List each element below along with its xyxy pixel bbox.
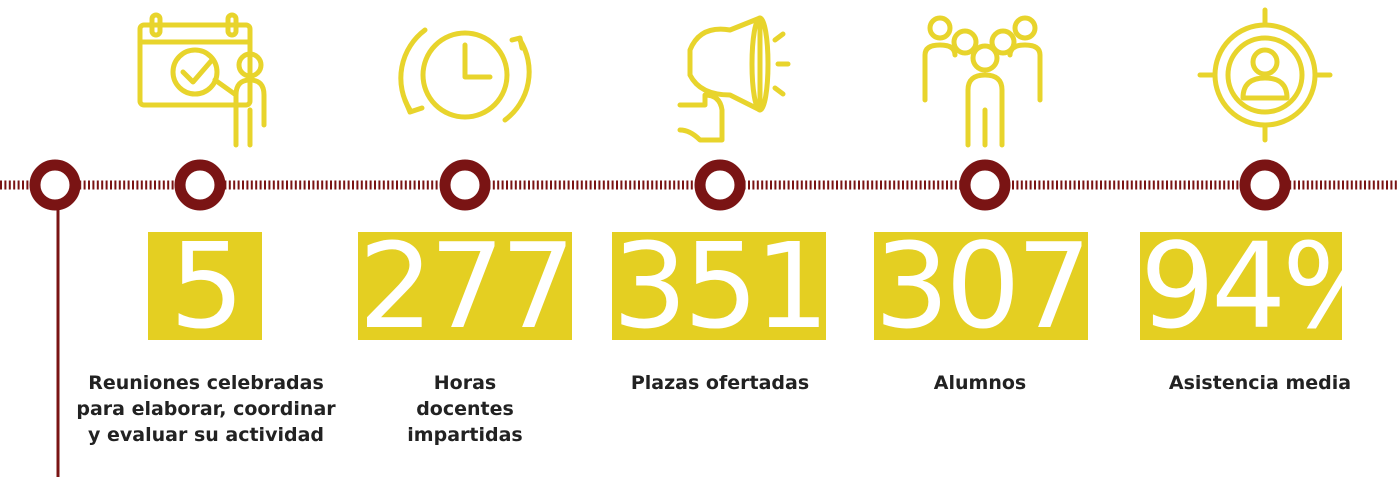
- node: [29, 159, 81, 211]
- stat-value: 94%: [1140, 232, 1342, 340]
- node: [174, 159, 226, 211]
- clock-icon: [398, 27, 532, 123]
- node: [1239, 159, 1291, 211]
- node: [694, 159, 746, 211]
- target-icon: [1197, 7, 1333, 143]
- stat-value: 5: [148, 232, 262, 340]
- stat-value: 277: [358, 232, 572, 340]
- stat-label: Plazas ofertadas: [630, 372, 810, 394]
- timeline-nodes: [29, 159, 1291, 211]
- stat-label: Asistencia media: [1168, 372, 1352, 394]
- people-icon: [922, 15, 1043, 148]
- stat-label: Alumnos: [933, 372, 1027, 394]
- node: [439, 159, 491, 211]
- megaphone-icon: [677, 15, 791, 143]
- node: [959, 159, 1011, 211]
- stat-label: Horas docentes impartidas: [407, 372, 523, 446]
- stat-value: 351: [612, 232, 826, 340]
- stat-value: 307: [874, 232, 1088, 340]
- calendar-icon: [137, 12, 267, 148]
- stat-label: Reuniones celebradas para elaborar, coor…: [76, 372, 336, 446]
